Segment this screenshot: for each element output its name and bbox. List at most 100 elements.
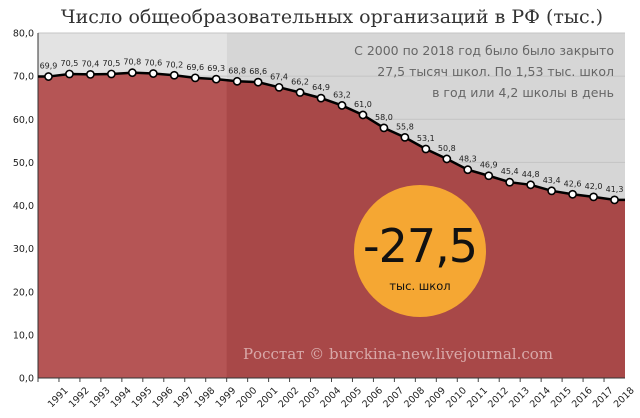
- line-series: [38, 68, 625, 205]
- x-tick-label: 2013: [507, 385, 532, 410]
- data-point: [400, 132, 410, 142]
- data-point: [148, 69, 158, 78]
- data-point: [295, 88, 305, 97]
- x-tick-label: 2017: [591, 385, 616, 410]
- data-point: [86, 70, 95, 79]
- x-tick-label: 2000: [235, 385, 260, 410]
- annotation-line: 27,5 тысяч школ. По 1,53 тыс. школ: [377, 64, 614, 79]
- x-tick-label: 1998: [193, 385, 218, 410]
- x-tick-label: 2001: [255, 385, 280, 410]
- data-label: 70,8: [123, 58, 141, 67]
- data-point: [358, 110, 368, 120]
- data-label: 64,9: [312, 83, 330, 92]
- data-label: 68,8: [228, 66, 246, 75]
- data-point: [547, 186, 557, 196]
- data-point: [484, 171, 494, 181]
- source-watermark: Росстат © burckina-new.livejournal.com: [243, 345, 553, 363]
- x-tick-label: 2010: [444, 385, 469, 410]
- x-tick-label: 1999: [214, 385, 239, 410]
- x-tick-label: 2002: [276, 385, 301, 410]
- x-tick-label: 1995: [130, 385, 155, 410]
- x-tick-label: 2009: [423, 385, 448, 410]
- data-label: 70,2: [165, 60, 183, 69]
- data-point: [274, 82, 284, 92]
- x-tick-label: 2003: [297, 385, 322, 410]
- data-point: [44, 72, 53, 81]
- data-label: 63,2: [333, 90, 351, 99]
- x-tick-label: 2007: [381, 385, 406, 410]
- data-label: 69,6: [186, 63, 204, 72]
- data-label: 41,3: [606, 185, 624, 194]
- badge-label: тыс. школ: [389, 279, 450, 293]
- data-point: [568, 189, 577, 199]
- data-labels: 69,9 70,5 70,4 70,5 70,8 70,6 70,2 69,6 69,3 68,8…: [40, 58, 624, 194]
- data-label: 70,5: [61, 59, 79, 68]
- data-label: 70,6: [144, 59, 162, 68]
- y-tick-label: 60,0: [13, 115, 34, 126]
- y-tick-label: 10,0: [13, 330, 34, 341]
- data-label: 69,9: [40, 62, 58, 71]
- data-label: 46,9: [480, 161, 498, 170]
- x-tick-label: 2004: [318, 385, 343, 410]
- data-label: 53,1: [417, 134, 435, 143]
- badge: -27,5 тыс. школ: [354, 185, 486, 317]
- x-tick-label: 2006: [360, 385, 385, 410]
- data-point: [442, 154, 452, 164]
- x-tick-label: 2015: [549, 385, 574, 410]
- data-point: [316, 93, 326, 103]
- y-tick-label: 40,0: [13, 201, 34, 212]
- data-point: [190, 73, 200, 83]
- x-tick-label: 2014: [528, 385, 553, 410]
- x-tick-label: 1997: [172, 385, 197, 410]
- x-tick-label: 1996: [151, 385, 176, 410]
- annotation-line: в год или 4,2 школы в день: [432, 85, 614, 100]
- data-label: 68,6: [249, 67, 267, 76]
- data-label: 67,4: [270, 72, 288, 81]
- data-point: [526, 180, 536, 190]
- badge-circle: [354, 185, 486, 317]
- x-tick-label: 2018: [612, 385, 637, 410]
- data-label: 50,8: [438, 144, 456, 153]
- data-point: [589, 192, 598, 202]
- data-point: [127, 68, 137, 78]
- x-axis: 1991199219931994199519961997199819992000…: [38, 377, 637, 410]
- x-tick-label: 2008: [402, 385, 427, 410]
- y-tick-label: 80,0: [13, 29, 34, 40]
- data-label: 48,3: [459, 155, 477, 164]
- x-tick-label: 2011: [465, 385, 490, 410]
- x-tick-label: 1992: [67, 385, 92, 410]
- data-point: [253, 77, 263, 87]
- data-point: [232, 76, 242, 86]
- y-tick-label: 50,0: [13, 158, 34, 169]
- data-point: [169, 70, 179, 80]
- x-tick-label: 1993: [88, 385, 113, 410]
- data-label: 58,0: [375, 113, 393, 122]
- data-label: 61,0: [354, 100, 372, 109]
- data-label: 66,2: [291, 78, 309, 87]
- data-label: 42,0: [585, 182, 603, 191]
- data-point: [379, 123, 389, 133]
- y-tick-label: 20,0: [13, 287, 34, 298]
- data-label: 44,8: [522, 170, 540, 179]
- data-point: [106, 69, 116, 79]
- badge-value: -27,5: [363, 219, 477, 273]
- data-point: [505, 177, 515, 187]
- x-tick-label: 2005: [339, 385, 364, 410]
- data-label: 43,4: [543, 176, 561, 185]
- annotation: С 2000 по 2018 год было было закрыто 27,…: [354, 43, 614, 100]
- data-label: 70,4: [82, 59, 100, 68]
- annotation-line: С 2000 по 2018 год было было закрыто: [354, 43, 614, 58]
- x-tick-label: 2012: [486, 385, 511, 410]
- y-tick-label: 70,0: [13, 72, 34, 83]
- data-point: [421, 144, 431, 154]
- data-label: 45,4: [501, 167, 519, 176]
- data-point: [65, 69, 74, 79]
- data-label: 70,5: [102, 59, 120, 68]
- x-tick-label: 1991: [46, 385, 71, 410]
- data-point: [610, 195, 619, 205]
- data-label: 42,6: [564, 179, 582, 188]
- data-point: [337, 101, 347, 110]
- data-label: 55,8: [396, 122, 414, 131]
- data-label: 69,3: [207, 64, 225, 73]
